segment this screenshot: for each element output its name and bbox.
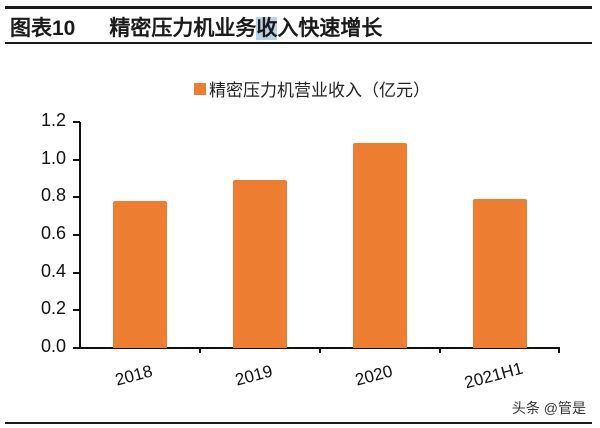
figure-label: 图表10 — [10, 17, 76, 40]
bar-2018 — [113, 201, 167, 348]
chart-legend: 精密压力机营业收入（亿元） — [194, 76, 430, 101]
y-tick — [73, 121, 80, 123]
title-text-post: 入快速增长 — [277, 17, 383, 40]
x-tick — [439, 347, 441, 353]
top-rule — [5, 6, 592, 9]
x-tick — [558, 347, 560, 353]
x-tick-label: 2021H1 — [462, 358, 525, 393]
y-tick-label: 1.0 — [40, 147, 66, 168]
title-text-pre: 精密压力机业务 — [109, 17, 257, 40]
bar-2020 — [353, 142, 407, 348]
title-text-highlight: 收 — [256, 17, 278, 40]
y-tick — [73, 158, 80, 161]
x-tick — [199, 347, 201, 353]
y-tick-label: 0.8 — [40, 185, 66, 206]
x-tick — [319, 347, 321, 353]
y-tick-label: 0.6 — [40, 223, 66, 243]
title-underline — [5, 42, 592, 44]
y-tick — [73, 309, 80, 312]
x-tick-label: 2019 — [233, 361, 275, 390]
watermark: 头条 @管是 — [511, 400, 586, 416]
figure-title: 图表10 精密压力机业务收入快速增长 — [10, 12, 382, 42]
bottom-rule — [5, 422, 592, 424]
x-tick-label: 2018 — [113, 361, 155, 390]
legend-label: 精密压力机营业收入（亿元） — [209, 81, 430, 100]
y-tick — [73, 347, 80, 349]
y-tick-label: 1.2 — [40, 110, 66, 130]
y-tick — [73, 234, 80, 236]
y-axis — [79, 122, 81, 349]
y-tick-label: 0.0 — [40, 336, 66, 356]
legend-swatch — [194, 82, 206, 95]
bar-2019 — [233, 180, 287, 348]
y-tick — [73, 196, 80, 199]
y-tick-label: 0.2 — [40, 298, 66, 319]
y-tick — [73, 271, 80, 274]
x-tick-label: 2020 — [353, 361, 395, 390]
bar-2021H1 — [473, 199, 527, 348]
y-tick-label: 0.4 — [40, 260, 66, 281]
